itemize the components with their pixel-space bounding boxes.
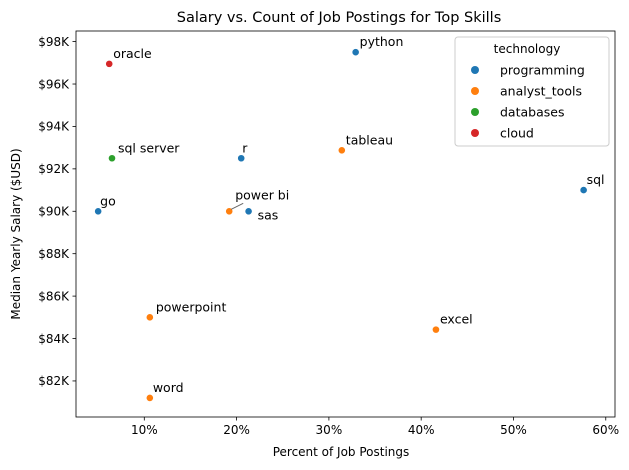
x-tick-label: 10% <box>131 423 158 437</box>
y-tick-label: $96K <box>38 77 70 91</box>
x-tick-label: 60% <box>592 423 619 437</box>
data-point-power-bi <box>225 207 234 216</box>
legend-entry-programming: programming <box>500 63 585 78</box>
point-label-powerpoint: powerpoint <box>156 299 227 314</box>
point-label-oracle: oracle <box>113 46 152 61</box>
point-label-excel: excel <box>440 312 473 327</box>
plot-frame <box>75 30 616 418</box>
legend-marker-programming <box>471 66 479 74</box>
legend-title: technology <box>494 42 561 56</box>
y-tick-label: $84K <box>38 332 70 346</box>
legend-box <box>454 36 610 147</box>
y-tick-label: $94K <box>38 120 70 134</box>
point-label-word: word <box>153 380 184 395</box>
y-tick-label: $82K <box>38 374 70 388</box>
data-point-python <box>351 48 360 57</box>
y-axis-label: Median Yearly Salary ($USD) <box>9 148 23 319</box>
y-tick-label: $86K <box>38 289 70 303</box>
annotation-leader-line <box>230 202 244 210</box>
legend-entry-databases: databases <box>500 105 564 120</box>
x-tick-label: 40% <box>408 423 435 437</box>
x-axis-label: Percent of Job Postings <box>273 445 410 459</box>
point-label-tableau: tableau <box>346 132 393 147</box>
y-tick-label: $98K <box>38 35 70 49</box>
point-label-r: r <box>242 140 248 155</box>
legend-marker-analyst-tools <box>471 87 479 95</box>
point-label-sql-server: sql server <box>118 140 180 155</box>
chart-title: Salary vs. Count of Job Postings for Top… <box>177 10 502 26</box>
data-point-sql-server <box>108 154 116 163</box>
data-point-powerpoint <box>145 313 154 322</box>
point-label-power-bi: power bi <box>235 187 289 202</box>
point-label-sql: sql <box>587 172 605 187</box>
legend-marker-cloud <box>471 129 479 137</box>
data-point-excel <box>432 325 440 334</box>
x-tick-label: 20% <box>223 423 250 437</box>
data-point-tableau <box>337 146 346 155</box>
point-label-python: python <box>360 34 404 49</box>
y-tick-label: $90K <box>38 205 70 219</box>
data-point-r <box>237 154 246 163</box>
data-point-sas <box>244 207 253 216</box>
data-point-oracle <box>105 59 114 68</box>
legend-entry-cloud: cloud <box>500 126 534 141</box>
y-tick-label: $92K <box>38 162 70 176</box>
point-label-go: go <box>100 193 116 208</box>
x-tick-label: 50% <box>500 423 527 437</box>
legend-marker-databases <box>471 108 479 116</box>
legend-entry-analyst-tools: analyst_tools <box>500 84 582 99</box>
x-tick-label: 30% <box>316 423 343 437</box>
point-label-sas: sas <box>258 207 279 222</box>
y-tick-label: $88K <box>38 247 70 261</box>
data-point-sql <box>579 186 588 194</box>
data-point-go <box>94 207 103 216</box>
data-point-word <box>145 394 154 402</box>
